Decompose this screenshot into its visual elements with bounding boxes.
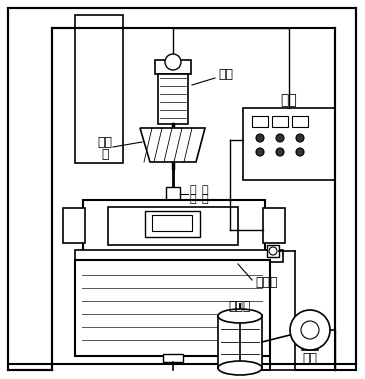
Circle shape <box>301 321 319 339</box>
Bar <box>83 200 265 252</box>
Circle shape <box>296 134 304 142</box>
Bar <box>243 108 335 180</box>
Text: 雾: 雾 <box>190 194 197 204</box>
Circle shape <box>256 134 264 142</box>
Bar <box>75 250 283 262</box>
Bar <box>145 211 200 237</box>
Circle shape <box>276 148 284 156</box>
Bar <box>166 187 180 203</box>
Text: 座: 座 <box>101 149 109 161</box>
Bar <box>263 208 285 243</box>
Circle shape <box>256 148 264 156</box>
Text: 回收罐: 回收罐 <box>229 301 251 313</box>
Bar <box>75 260 270 356</box>
Bar <box>152 215 192 231</box>
Text: 阳极: 阳极 <box>218 69 233 81</box>
Text: 嘴嘴: 嘴嘴 <box>97 136 112 149</box>
Circle shape <box>290 310 330 350</box>
Circle shape <box>276 134 284 142</box>
Bar <box>108 207 238 245</box>
Bar <box>292 116 308 127</box>
Ellipse shape <box>218 309 262 323</box>
Bar <box>155 60 191 74</box>
Circle shape <box>296 148 304 156</box>
Bar <box>267 245 279 257</box>
Bar <box>272 116 288 127</box>
Bar <box>63 208 85 243</box>
Text: 嘴: 嘴 <box>190 185 197 195</box>
Bar <box>252 116 268 127</box>
Bar <box>158 74 188 124</box>
Text: 工: 工 <box>202 185 209 195</box>
Text: 工作台: 工作台 <box>255 277 277 290</box>
Circle shape <box>165 54 181 70</box>
Text: 电源: 电源 <box>281 93 297 107</box>
Circle shape <box>269 247 277 255</box>
Bar <box>75 15 123 163</box>
Text: 水泵: 水泵 <box>303 351 318 365</box>
Ellipse shape <box>218 361 262 375</box>
Bar <box>163 354 183 362</box>
Polygon shape <box>140 128 205 162</box>
Text: 件: 件 <box>202 194 209 204</box>
Bar <box>218 316 262 368</box>
